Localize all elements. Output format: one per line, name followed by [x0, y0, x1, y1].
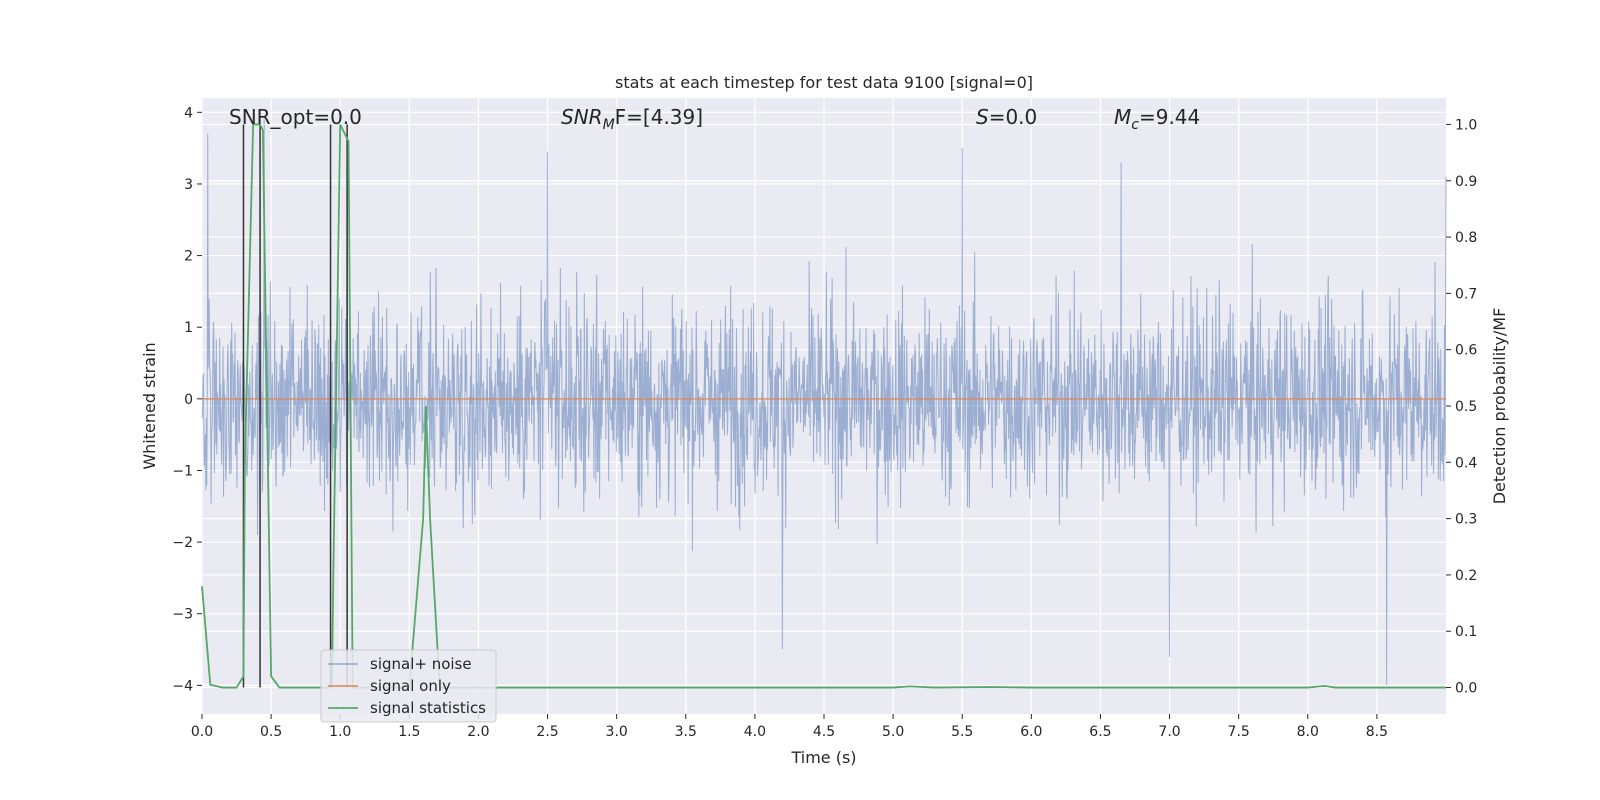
annotation-s-rest: =0.0 [989, 105, 1038, 129]
annotation-snr-mf-rest: F=[4.39] [615, 105, 703, 129]
x-tick-label: 8.0 [1297, 724, 1319, 740]
y-left-tick-label: 3 [184, 177, 193, 193]
x-tick-label: 2.0 [467, 724, 489, 740]
x-tick-label: 8.5 [1366, 724, 1388, 740]
x-tick-label: 3.0 [606, 724, 628, 740]
y-right-tick-label: 0.4 [1455, 455, 1477, 471]
x-tick-label: 7.0 [1158, 724, 1180, 740]
y-axis-label-right: Detection probability/MF [1490, 308, 1509, 505]
legend-box [320, 649, 497, 723]
y-left-tick-label: −2 [172, 535, 193, 551]
x-tick-label: 5.5 [951, 724, 973, 740]
y-left-tick-label: −4 [172, 678, 193, 694]
y-right-tick-label: 0.0 [1455, 681, 1477, 697]
chart-title: stats at each timestep for test data 910… [615, 73, 1033, 92]
y-left-tick-label: −1 [172, 463, 193, 479]
annotation-snr-mf: SNRMF=[4.39] [561, 105, 703, 133]
x-tick-label: 7.5 [1228, 724, 1250, 740]
y-right-tick-label: 0.8 [1455, 230, 1477, 246]
x-axis-label: Time (s) [790, 748, 856, 767]
annotation-s-label: S [976, 105, 989, 129]
x-tick-label: 0.0 [191, 724, 213, 740]
x-tick-label: 2.5 [536, 724, 558, 740]
x-tick-label: 0.5 [260, 724, 282, 740]
y-right-tick-label: 0.6 [1455, 343, 1477, 359]
legend-label-signal-only: signal only [370, 677, 451, 695]
legend: signal+ noise signal only signal statist… [320, 649, 497, 723]
x-tick-label: 6.0 [1020, 724, 1042, 740]
y-right-tick-label: 0.9 [1455, 174, 1477, 190]
y-right-tick-label: 0.1 [1455, 624, 1477, 640]
y-right-tick-label: 0.5 [1455, 399, 1477, 415]
annotation-mc-rest: =9.44 [1139, 105, 1200, 129]
annotation-s: S=0.0 [976, 105, 1037, 129]
annotation-snr-mf-sub: M [603, 117, 615, 133]
y-right-tick-label: 0.7 [1455, 286, 1477, 302]
x-tick-label: 4.5 [813, 724, 835, 740]
y-left-tick-label: 0 [184, 392, 193, 408]
annotation-snr-mf-base: SNR [561, 105, 603, 129]
x-tick-label: 1.0 [329, 724, 351, 740]
annotation-snr-opt: SNR_opt=0.0 [229, 105, 362, 129]
legend-label-noise: signal+ noise [370, 655, 472, 673]
y-right-tick-label: 0.2 [1455, 568, 1477, 584]
legend-label-statistics: signal statistics [370, 699, 486, 717]
y-left-tick-label: 1 [184, 320, 193, 336]
x-tick-label: 4.0 [744, 724, 766, 740]
x-tick-label: 1.5 [398, 724, 420, 740]
y-right-tick-label: 0.3 [1455, 512, 1477, 528]
y-axis-label-left: Whitened strain [140, 342, 159, 469]
series-signal-noise-line [201, 119, 1447, 686]
annotation-mc-sub: c [1131, 117, 1139, 133]
x-tick-label: 3.5 [675, 724, 697, 740]
annotation-mc-base: M [1114, 105, 1131, 129]
annotation-mc: Mc=9.44 [1114, 105, 1200, 133]
x-tick-label: 6.5 [1089, 724, 1111, 740]
y-left-tick-label: −3 [172, 607, 193, 623]
y-left-tick-label: 2 [184, 249, 193, 265]
x-tick-label: 5.0 [882, 724, 904, 740]
y-left-tick-label: 4 [184, 105, 193, 121]
y-right-tick-label: 1.0 [1455, 117, 1477, 133]
